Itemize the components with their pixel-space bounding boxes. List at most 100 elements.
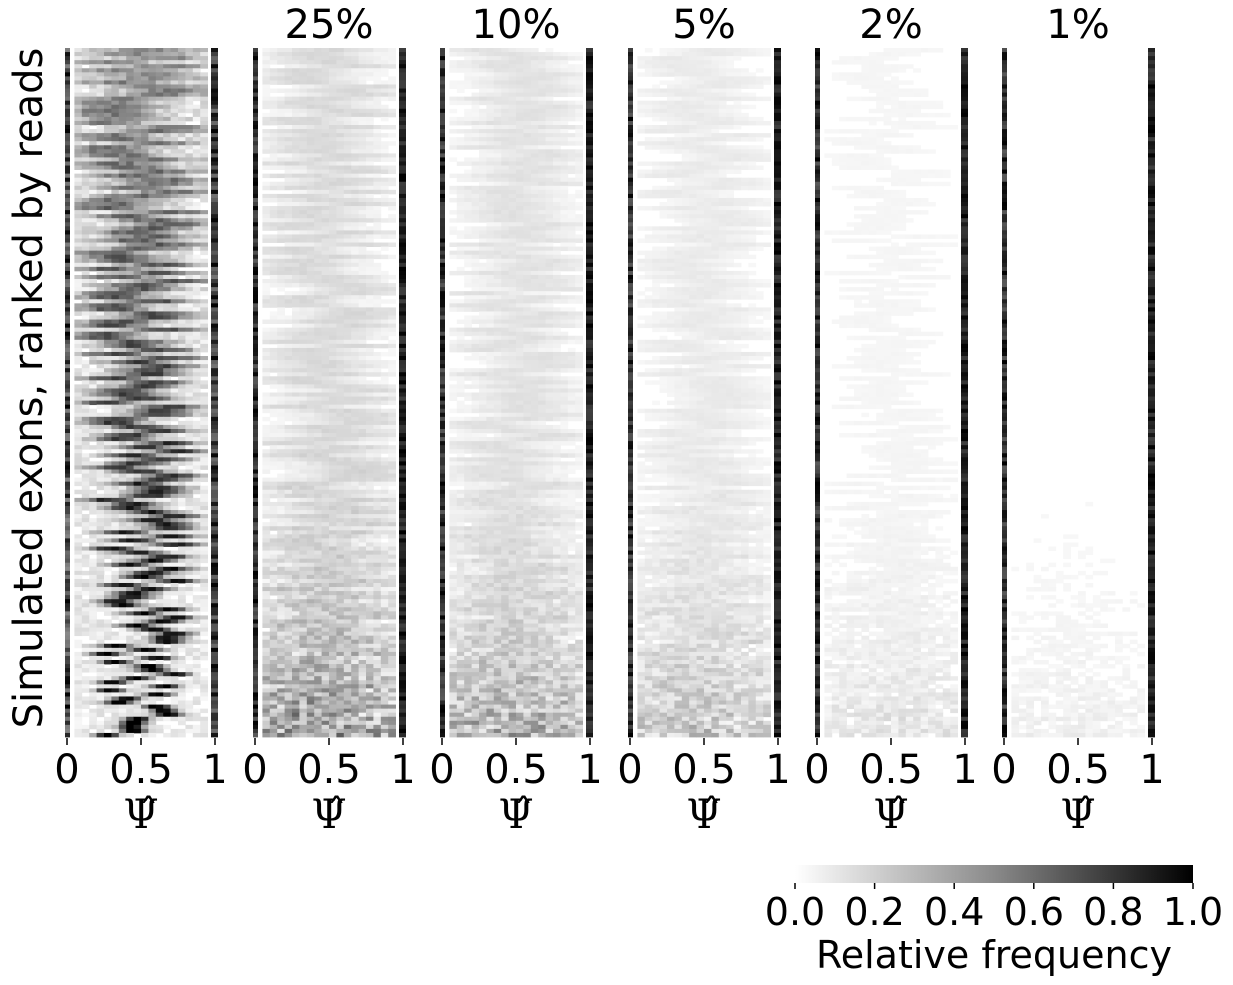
heatmap-cell <box>133 720 142 726</box>
heatmap-cell <box>366 287 374 292</box>
heatmap-cell <box>314 189 322 195</box>
heatmap-cell <box>211 319 218 324</box>
heatmap-cell <box>170 570 179 576</box>
heatmap-cell <box>163 615 171 620</box>
heatmap-cell <box>314 291 322 296</box>
heatmap-cell <box>155 202 164 207</box>
heatmap-cell <box>351 327 359 333</box>
heatmap-cell <box>163 457 171 462</box>
heatmap-cell <box>178 372 186 377</box>
heatmap-cell <box>178 299 186 304</box>
heatmap-cell <box>211 611 218 616</box>
heatmap-cell <box>192 672 201 677</box>
heatmap-cell <box>148 704 157 710</box>
heatmap-cell <box>141 351 149 357</box>
heatmap-cell <box>314 339 322 345</box>
heatmap-cell <box>89 291 97 296</box>
heatmap-cell <box>336 173 345 179</box>
heatmap-cell <box>81 433 90 438</box>
heatmap-cell <box>192 246 201 252</box>
heatmap-cell <box>200 218 208 223</box>
heatmap-cell <box>200 546 208 551</box>
heatmap-cell <box>141 631 149 637</box>
heatmap-cell <box>133 526 142 531</box>
heatmap-cell <box>126 611 134 616</box>
heatmap-cell <box>111 226 120 231</box>
heatmap-cell <box>133 137 142 142</box>
heatmap-cell <box>148 631 157 637</box>
heatmap-cell <box>81 270 90 276</box>
heatmap-cell <box>155 214 164 219</box>
heatmap-cell <box>399 218 406 223</box>
heatmap-cell <box>211 461 218 466</box>
heatmap-cell <box>306 291 315 296</box>
heatmap-cell <box>104 457 112 462</box>
heatmap-cell <box>126 473 134 479</box>
heatmap-cell <box>192 331 201 337</box>
heatmap-cell <box>284 120 293 126</box>
heatmap-cell <box>192 254 201 260</box>
heatmap-cell <box>262 356 271 361</box>
heatmap-cell <box>96 392 105 397</box>
heatmap-cell <box>321 181 330 187</box>
heatmap-cell <box>148 360 157 365</box>
heatmap-cell <box>163 226 171 231</box>
heatmap-cell <box>366 129 374 134</box>
heatmap-cell <box>185 307 194 312</box>
heatmap-cell <box>336 262 345 268</box>
heatmap-cell <box>111 157 120 162</box>
heatmap-cell <box>133 603 142 608</box>
heatmap-cell <box>65 587 70 592</box>
heatmap-cell <box>104 214 112 219</box>
heatmap-cell <box>351 258 359 264</box>
heatmap-cell <box>373 104 382 110</box>
heatmap-cell <box>126 360 134 365</box>
heatmap-cell <box>373 416 382 422</box>
heatmap-cell <box>399 64 406 69</box>
heatmap-cell <box>89 161 97 166</box>
heatmap-cell <box>74 700 83 705</box>
heatmap-cell <box>96 230 105 235</box>
heatmap-cell <box>74 145 83 150</box>
heatmap-cell <box>155 664 164 669</box>
heatmap-cell <box>211 574 218 580</box>
heatmap-cell <box>126 708 134 714</box>
heatmap-cell <box>170 591 179 596</box>
heatmap-cell <box>329 242 337 247</box>
heatmap-cell <box>192 68 201 73</box>
heatmap-cell <box>351 384 359 389</box>
heatmap-cell <box>292 250 300 256</box>
heatmap-cell <box>192 226 201 231</box>
heatmap-cell <box>148 189 157 195</box>
heatmap-cell <box>178 635 186 641</box>
heatmap-cell <box>104 400 112 406</box>
heatmap-cell <box>284 327 293 333</box>
heatmap-cell <box>358 181 367 187</box>
heatmap-cell <box>380 52 389 57</box>
heatmap-cell <box>111 238 120 243</box>
heatmap-cell <box>89 664 97 669</box>
heatmap-cell <box>200 76 208 81</box>
heatmap-cell <box>277 315 285 320</box>
heatmap-cell <box>314 299 322 304</box>
heatmap-cell <box>269 319 278 324</box>
heatmap-cell <box>89 526 97 531</box>
heatmap-cell <box>74 262 83 268</box>
heatmap-cell <box>65 141 70 146</box>
heatmap-cell <box>292 153 300 158</box>
heatmap-cell <box>329 185 337 191</box>
heatmap-cell <box>388 181 396 187</box>
heatmap-cell <box>148 607 157 612</box>
heatmap-cell <box>111 716 120 722</box>
heatmap-cell <box>65 700 70 705</box>
heatmap-cell <box>155 323 164 329</box>
heatmap-cell <box>170 246 179 252</box>
heatmap-cell <box>133 505 142 511</box>
heatmap-cell <box>200 372 208 377</box>
heatmap-cell <box>321 392 330 397</box>
heatmap-cell <box>118 169 127 175</box>
heatmap-cell <box>343 116 352 122</box>
heatmap-cell <box>351 76 359 81</box>
heatmap-cell <box>111 72 120 77</box>
heatmap-cell <box>185 639 194 645</box>
